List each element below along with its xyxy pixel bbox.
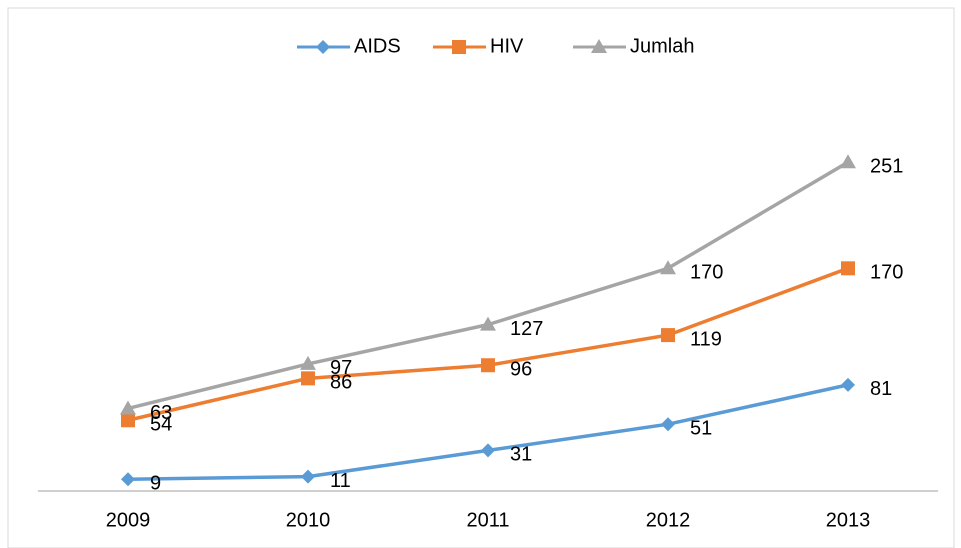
chart-frame: [7, 7, 955, 548]
data-label: 9: [150, 472, 161, 494]
data-label: 170: [870, 262, 903, 284]
legend-marker: [452, 40, 466, 54]
data-label: 51: [690, 417, 712, 439]
point: [660, 260, 676, 275]
point: [841, 261, 855, 276]
data-label: 170: [690, 262, 723, 284]
legend-label: AIDS: [354, 35, 401, 57]
x-tick-label: 2010: [286, 509, 331, 531]
data-label: 11: [330, 470, 351, 492]
data-label: 119: [690, 328, 722, 350]
data-label: 97: [330, 357, 352, 379]
point: [301, 371, 315, 386]
point: [301, 469, 315, 484]
x-tick-label: 2011: [466, 509, 509, 531]
point: [661, 328, 675, 343]
point: [841, 377, 855, 392]
point: [121, 413, 135, 428]
data-label: 96: [510, 359, 532, 381]
point: [480, 316, 496, 331]
data-label: 86: [330, 372, 352, 394]
point: [121, 472, 135, 487]
x-tick-label: 2009: [106, 509, 151, 531]
legend-marker: [591, 39, 607, 53]
point: [300, 355, 316, 370]
point: [120, 400, 136, 415]
data-label: 54: [150, 414, 172, 436]
point: [840, 154, 856, 169]
data-label: 251: [870, 155, 903, 177]
x-tick-label: 2013: [826, 509, 871, 531]
data-label: 127: [510, 318, 543, 340]
data-label: 31: [510, 444, 532, 466]
point: [481, 443, 495, 458]
data-label: 63: [150, 402, 172, 424]
legend-label: HIV: [490, 35, 524, 57]
point: [661, 417, 675, 432]
data-label: 81: [870, 378, 892, 400]
x-tick-label: 2012: [646, 509, 691, 531]
legend-marker: [316, 40, 330, 54]
legend-label: Jumlah: [630, 35, 694, 57]
point: [481, 358, 495, 373]
